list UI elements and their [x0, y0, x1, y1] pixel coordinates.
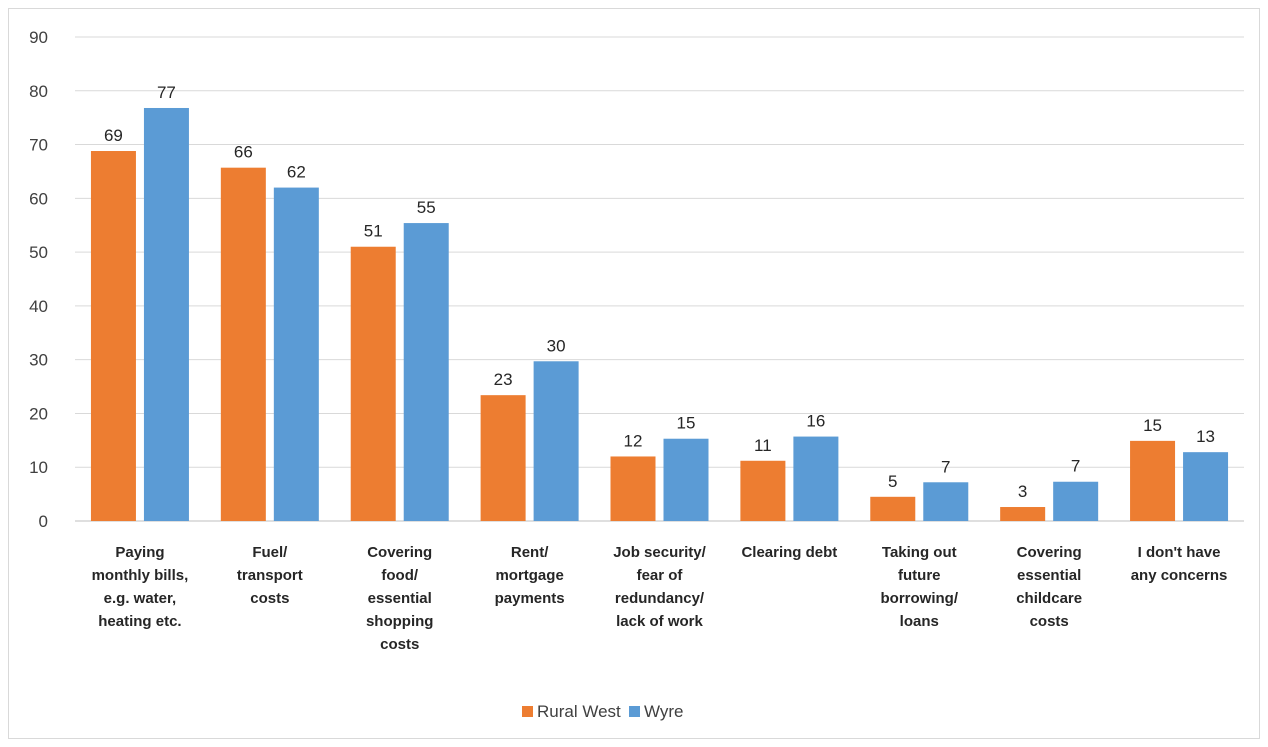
data-label: 55	[417, 198, 436, 217]
bar-rural-west	[740, 460, 786, 521]
bar-wyre	[403, 223, 449, 521]
bar-wyre	[663, 438, 709, 521]
legend-label: Wyre	[644, 702, 684, 721]
x-tick-label: Covering essential childcare costs	[1016, 544, 1082, 630]
bar-rural-west	[610, 456, 656, 521]
bar-rural-west	[90, 151, 136, 521]
legend-swatch	[522, 706, 533, 717]
bar-rural-west	[870, 496, 916, 521]
y-tick-label: 90	[29, 28, 48, 47]
data-label: 30	[547, 336, 566, 355]
bar-wyre	[273, 187, 319, 522]
bar-rural-west	[220, 167, 266, 521]
y-axis: 0 10 20 30 40 50 60 70 80 90	[29, 28, 48, 531]
y-tick-label: 80	[29, 82, 48, 101]
y-tick-label: 10	[29, 458, 48, 477]
y-tick-label: 30	[29, 351, 48, 370]
x-tick-label: Paying monthly bills, e.g. water, heating e…	[92, 544, 189, 630]
legend-item-rural-west: Rural West	[522, 702, 621, 721]
bar-rural-west	[350, 246, 396, 521]
data-label: 13	[1196, 427, 1215, 446]
y-tick-label: 20	[29, 404, 48, 423]
x-tick-label: Taking out future borrowing/loans	[881, 544, 959, 630]
chart-frame	[8, 8, 1260, 739]
y-tick-label: 0	[39, 512, 48, 531]
data-label: 7	[941, 457, 950, 476]
y-tick-label: 50	[29, 243, 48, 262]
data-labels: 69 77 66 62 51 55 23 30 12 15 11 16 5 7 3 7 15 13	[104, 83, 1215, 501]
x-tick-label: Job security/fear of redundancy/lack of w…	[613, 544, 706, 630]
bar-wyre	[1183, 452, 1229, 521]
data-label: 51	[364, 222, 383, 241]
bars	[90, 107, 1229, 522]
bar-wyre	[793, 436, 839, 521]
data-label: 77	[157, 83, 176, 102]
data-label: 62	[287, 163, 306, 182]
data-label: 15	[1143, 416, 1162, 435]
legend-swatch	[629, 706, 640, 717]
data-label: 3	[1018, 482, 1027, 501]
bar-rural-west	[1000, 507, 1046, 521]
data-label: 7	[1071, 457, 1080, 476]
gridlines	[75, 36, 1244, 522]
legend-item-wyre: Wyre	[629, 702, 684, 721]
data-label: 11	[754, 436, 772, 455]
x-tick-label: Clearing debt	[741, 544, 837, 561]
x-tick-label: Fuel/transport costs	[237, 544, 303, 607]
data-label: 5	[888, 472, 897, 491]
data-label: 12	[624, 431, 643, 450]
x-tick-label: Covering food/essential shopping costs	[366, 544, 434, 653]
x-tick-label: I don't have any concerns	[1131, 544, 1228, 584]
data-label: 15	[677, 414, 696, 433]
x-tick-label: Rent/mortgage payments	[495, 544, 565, 607]
bar-rural-west	[480, 395, 526, 521]
y-tick-label: 40	[29, 297, 48, 316]
y-tick-label: 70	[29, 136, 48, 155]
y-tick-label: 60	[29, 189, 48, 208]
data-label: 69	[104, 126, 123, 145]
data-label: 23	[494, 370, 513, 389]
bar-wyre	[923, 482, 969, 521]
x-axis: Paying monthly bills, e.g. water, heating e…	[92, 544, 1228, 653]
bar-wyre	[143, 107, 189, 521]
legend-label: Rural West	[537, 702, 621, 721]
bar-rural-west	[1130, 440, 1176, 521]
data-label: 16	[806, 412, 825, 431]
bar-wyre	[1053, 481, 1099, 521]
bar-wyre	[533, 361, 579, 521]
data-label: 66	[234, 143, 253, 162]
legend: Rural West Wyre	[522, 702, 684, 721]
